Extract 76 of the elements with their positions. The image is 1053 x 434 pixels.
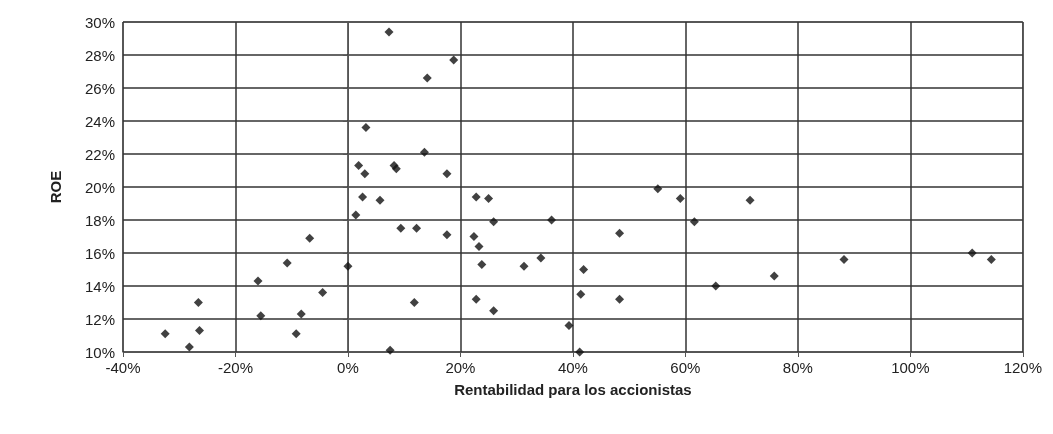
point xyxy=(419,147,429,157)
point xyxy=(615,294,625,304)
point xyxy=(519,261,529,271)
point xyxy=(474,241,484,251)
point xyxy=(711,281,721,291)
x-axis-title: Rentabilidad para los accionistas xyxy=(454,381,692,398)
point xyxy=(471,192,481,202)
point xyxy=(967,248,977,258)
x-tick-label: 0% xyxy=(337,359,359,376)
y-tick-label: 16% xyxy=(84,244,115,262)
x-tick-label: 40% xyxy=(557,359,588,376)
x-tick-label: 20% xyxy=(445,359,476,376)
y-tick-label: 10% xyxy=(84,343,115,361)
point xyxy=(536,253,546,263)
y-tick-label: 22% xyxy=(84,145,115,163)
point xyxy=(489,306,499,316)
point xyxy=(318,288,328,298)
point xyxy=(384,27,394,37)
x-tick-label: -20% xyxy=(217,359,253,376)
point xyxy=(547,215,557,225)
point xyxy=(184,342,194,352)
point xyxy=(484,194,494,204)
y-tick-label: 18% xyxy=(84,211,115,229)
point xyxy=(442,169,452,179)
point xyxy=(160,329,170,339)
point xyxy=(769,271,779,281)
point xyxy=(579,265,589,274)
point xyxy=(282,258,292,268)
x-tick-label: -40% xyxy=(105,359,141,376)
point xyxy=(385,345,395,355)
point xyxy=(194,326,204,336)
point xyxy=(653,184,663,194)
point xyxy=(564,321,574,331)
y-tick-label: 28% xyxy=(84,46,115,64)
point xyxy=(489,217,499,227)
point xyxy=(193,298,203,307)
point xyxy=(296,309,306,319)
point xyxy=(745,195,755,205)
y-tick-label: 20% xyxy=(84,178,115,196)
y-axis-title: ROE xyxy=(47,170,64,204)
point xyxy=(477,260,487,270)
x-tick-label: 100% xyxy=(891,359,930,376)
x-tick-label: 120% xyxy=(1003,359,1043,376)
point xyxy=(469,232,479,241)
point xyxy=(358,192,368,202)
x-tick-label: 80% xyxy=(782,359,813,376)
y-tick-label: 30% xyxy=(84,13,115,31)
point xyxy=(442,230,452,240)
point xyxy=(360,169,370,179)
point xyxy=(449,55,459,65)
point xyxy=(689,217,699,227)
point xyxy=(615,228,625,238)
point xyxy=(412,223,422,233)
point xyxy=(396,223,406,233)
y-tick-label: 24% xyxy=(84,112,115,130)
point xyxy=(375,195,385,205)
point xyxy=(675,194,685,204)
y-tick-label: 14% xyxy=(84,277,115,295)
point xyxy=(986,255,996,265)
point xyxy=(291,329,301,339)
point xyxy=(409,298,419,307)
point xyxy=(839,255,849,265)
point xyxy=(253,276,263,286)
y-tick-label: 26% xyxy=(84,79,115,97)
y-tick-label: 12% xyxy=(84,310,115,328)
point xyxy=(256,311,266,321)
point xyxy=(305,233,315,243)
point xyxy=(361,123,371,133)
point xyxy=(351,210,361,220)
point xyxy=(471,294,481,304)
point xyxy=(575,347,585,357)
point xyxy=(354,161,364,171)
point xyxy=(343,261,353,271)
x-tick-label: 60% xyxy=(670,359,701,376)
point xyxy=(422,73,432,83)
point xyxy=(576,289,586,299)
